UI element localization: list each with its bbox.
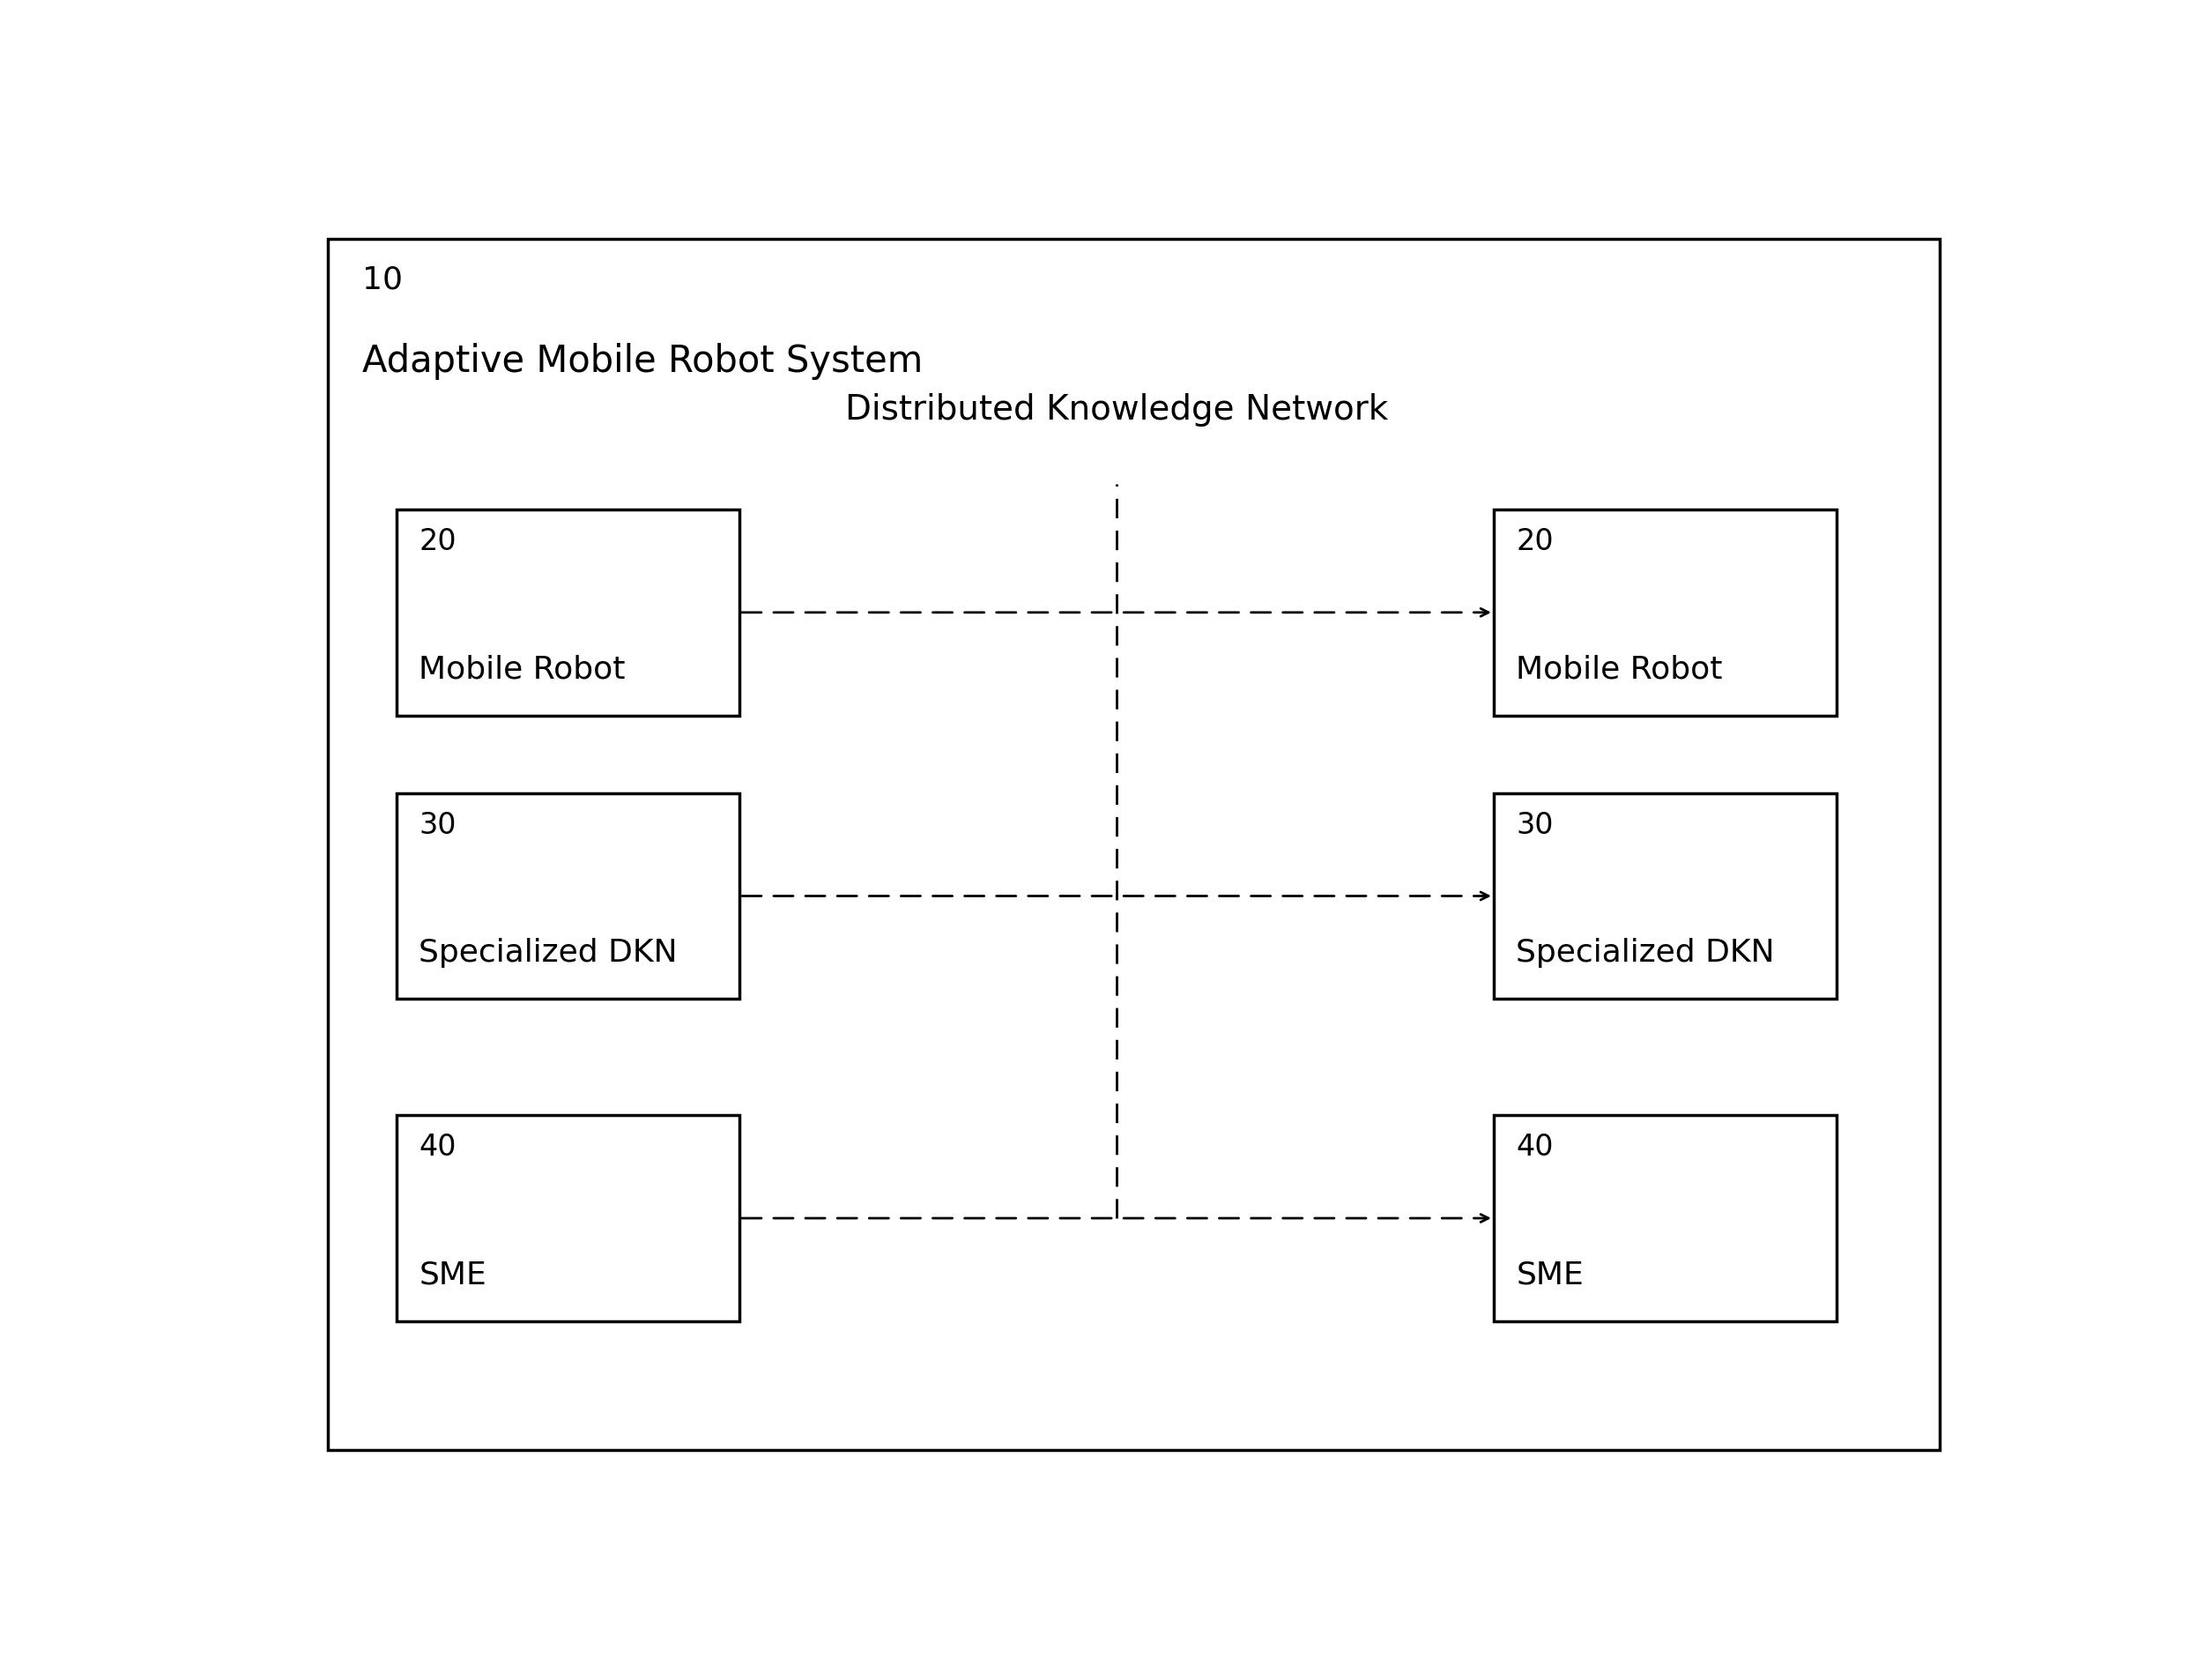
Bar: [396, 1116, 739, 1322]
Bar: [396, 510, 739, 716]
Text: Specialized DKN: Specialized DKN: [418, 937, 677, 967]
Text: Distributed Knowledge Network: Distributed Knowledge Network: [845, 393, 1389, 427]
Text: 30: 30: [418, 810, 456, 840]
Bar: [1493, 793, 1836, 999]
Text: 20: 20: [418, 527, 456, 555]
Text: 40: 40: [418, 1133, 456, 1161]
Text: SME: SME: [418, 1260, 487, 1290]
Text: 30: 30: [1515, 810, 1553, 840]
Text: 40: 40: [1515, 1133, 1553, 1161]
Bar: [396, 793, 739, 999]
Text: 20: 20: [1515, 527, 1553, 555]
Bar: [1493, 510, 1836, 716]
Text: Mobile Robot: Mobile Robot: [1515, 654, 1723, 684]
Text: Specialized DKN: Specialized DKN: [1515, 937, 1774, 967]
Text: Adaptive Mobile Robot System: Adaptive Mobile Robot System: [363, 343, 922, 380]
Text: SME: SME: [1515, 1260, 1584, 1290]
Text: 10: 10: [363, 264, 403, 294]
Bar: [1493, 1116, 1836, 1322]
Text: Mobile Robot: Mobile Robot: [418, 654, 626, 684]
